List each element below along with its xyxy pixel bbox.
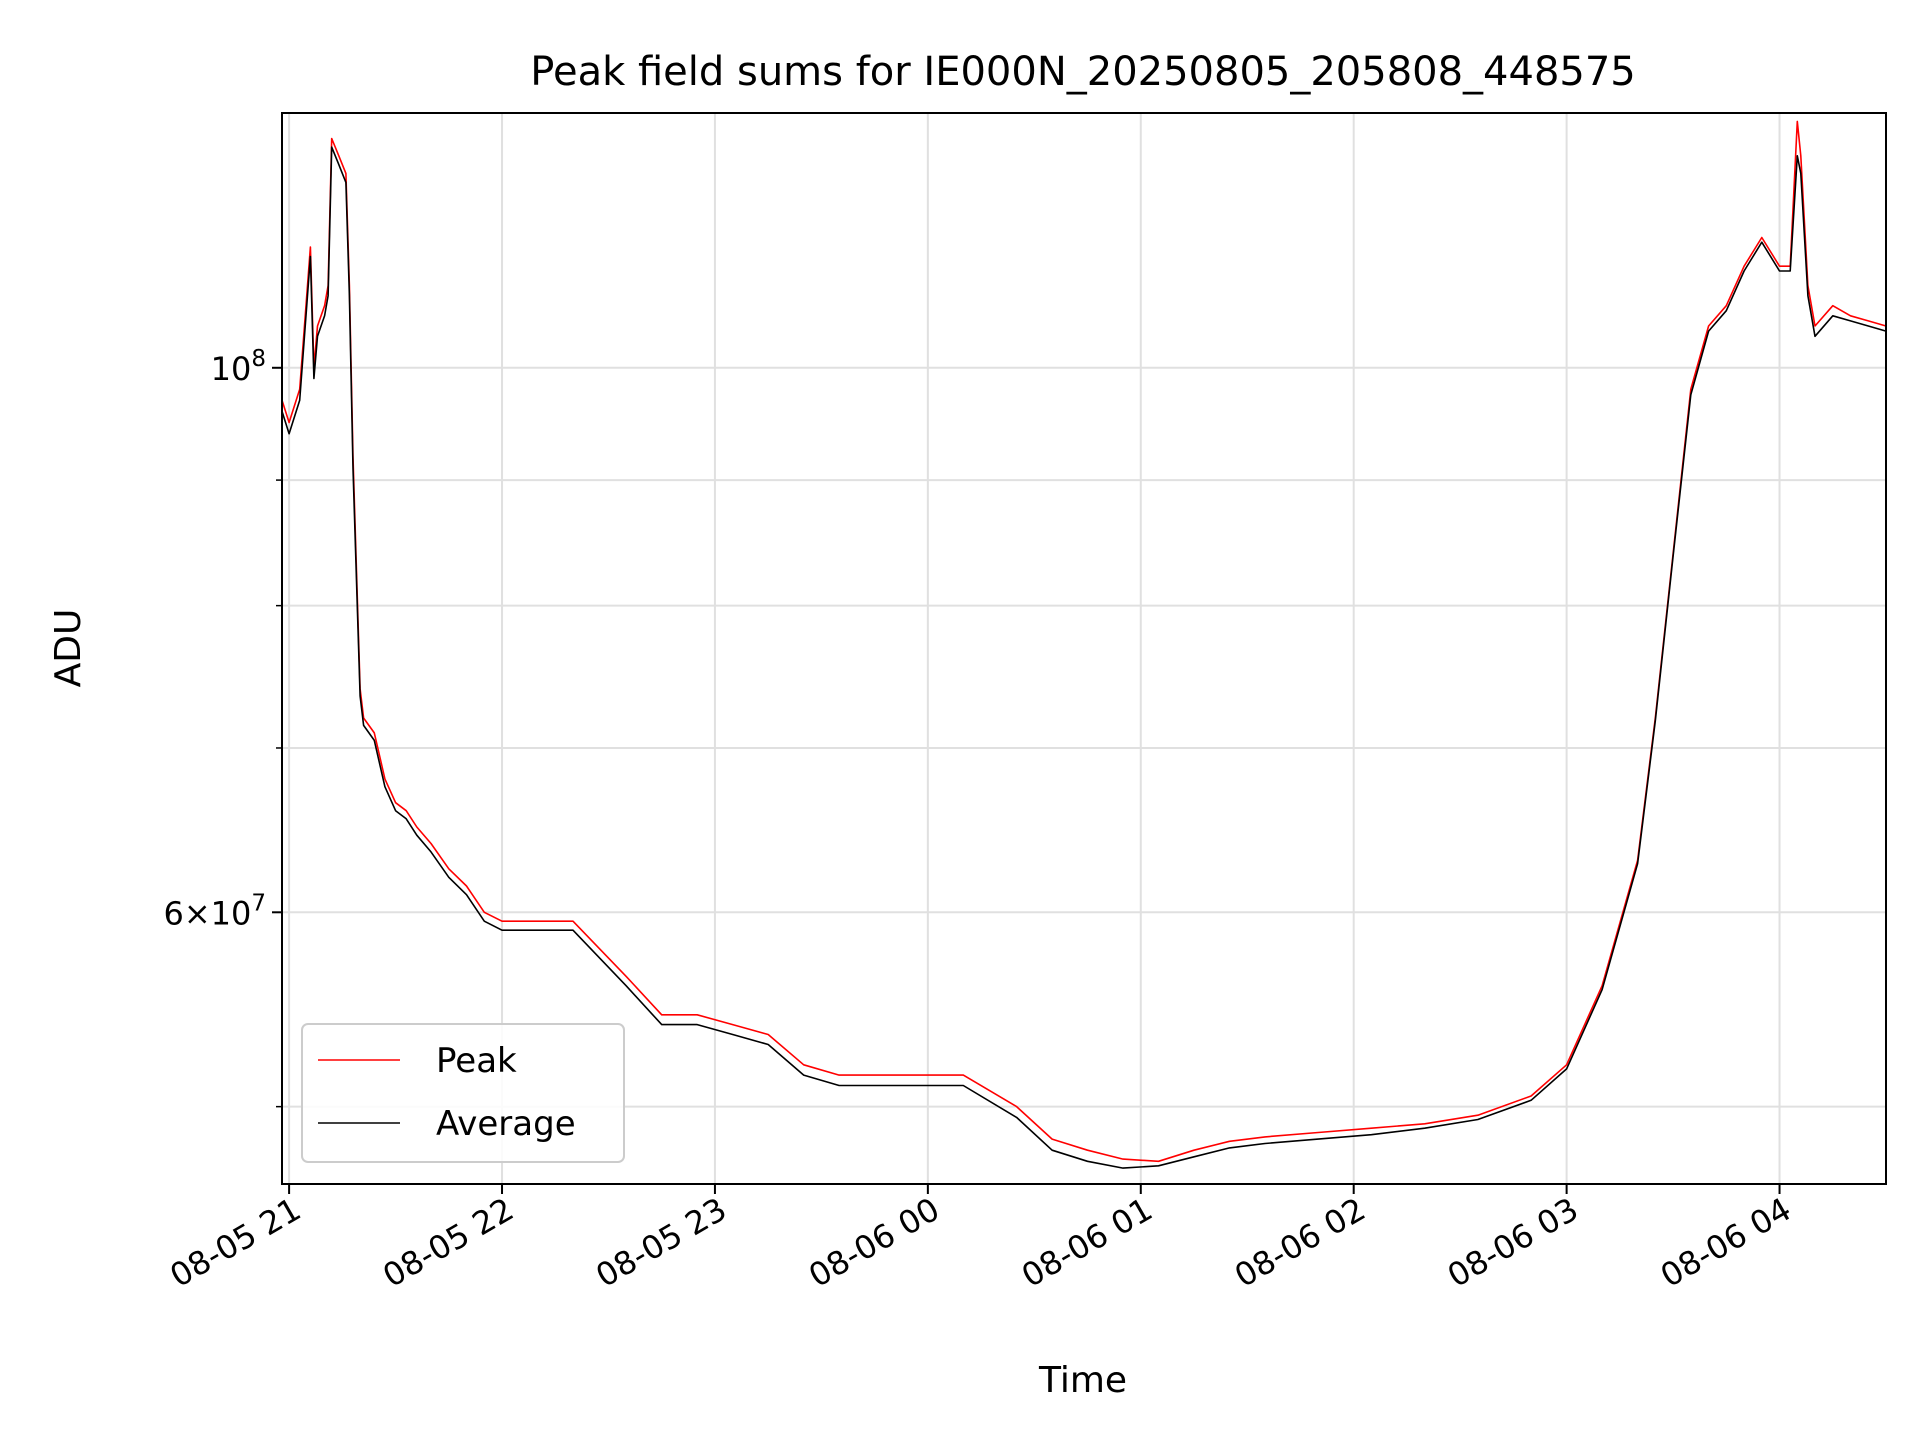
y-axis-label: ADU (48, 609, 89, 688)
plot-frame (281, 112, 1887, 1185)
legend-label-peak: Peak (436, 1041, 517, 1081)
legend: Peak Average (301, 1023, 625, 1163)
y-axis-ticks: 108 6×107 (163, 346, 282, 1108)
y-tick-label: 6×107 (163, 890, 266, 932)
legend-label-average: Average (436, 1104, 576, 1144)
x-axis-label: Time (1038, 1360, 1127, 1401)
chart-title: Peak field sums for IE000N_20250805_2058… (530, 49, 1635, 95)
series-group (281, 120, 1887, 1169)
legend-box (301, 1023, 625, 1163)
y-tick-label: 108 (211, 346, 266, 388)
series-line-average (281, 146, 1887, 1169)
